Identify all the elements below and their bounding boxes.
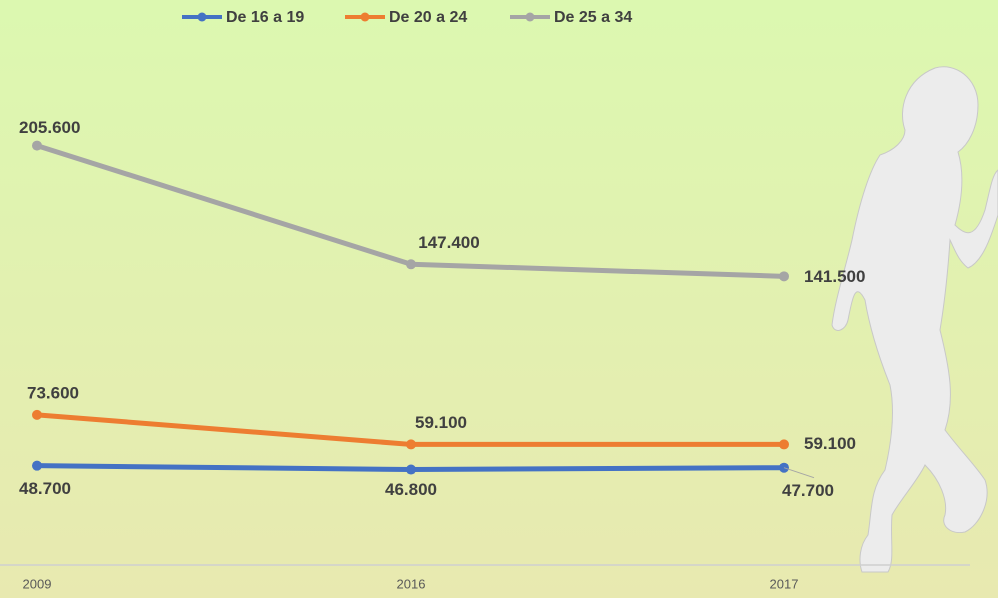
point: [32, 461, 42, 471]
point: [406, 259, 416, 269]
data-label: 147.400: [418, 233, 479, 252]
data-label: 205.600: [19, 118, 80, 137]
x-tick-label: 2009: [23, 576, 52, 591]
data-label: 141.500: [804, 267, 865, 286]
point: [779, 271, 789, 281]
data-label: 47.700: [782, 481, 834, 500]
x-tick-label: 2016: [397, 576, 426, 591]
legend-label: De 20 a 24: [389, 9, 467, 26]
legend-label: De 16 a 19: [226, 9, 304, 26]
legend-marker: [361, 13, 370, 22]
chart: 2009 2016 2017 De 16 a 19 De 20 a 24 De 25 a …: [0, 0, 998, 598]
point: [32, 410, 42, 420]
legend-marker: [198, 13, 207, 22]
point: [406, 465, 416, 475]
point: [32, 141, 42, 151]
x-tick-label: 2017: [770, 576, 799, 591]
data-label: 48.700: [19, 479, 71, 498]
data-label: 59.100: [415, 413, 467, 432]
legend-marker: [526, 13, 535, 22]
legend-label: De 25 a 34: [554, 9, 632, 26]
data-label: 73.600: [27, 383, 79, 402]
data-label: 59.100: [804, 434, 856, 453]
point: [779, 439, 789, 449]
data-label: 46.800: [385, 480, 437, 499]
point: [406, 439, 416, 449]
